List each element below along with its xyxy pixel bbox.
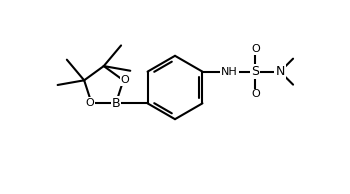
Text: B: B — [112, 97, 120, 110]
Text: N: N — [275, 65, 285, 78]
Text: O: O — [120, 75, 129, 85]
Text: O: O — [251, 44, 260, 54]
Text: O: O — [251, 89, 260, 100]
Text: S: S — [251, 65, 259, 78]
Text: O: O — [86, 98, 94, 108]
Text: NH: NH — [221, 67, 238, 77]
